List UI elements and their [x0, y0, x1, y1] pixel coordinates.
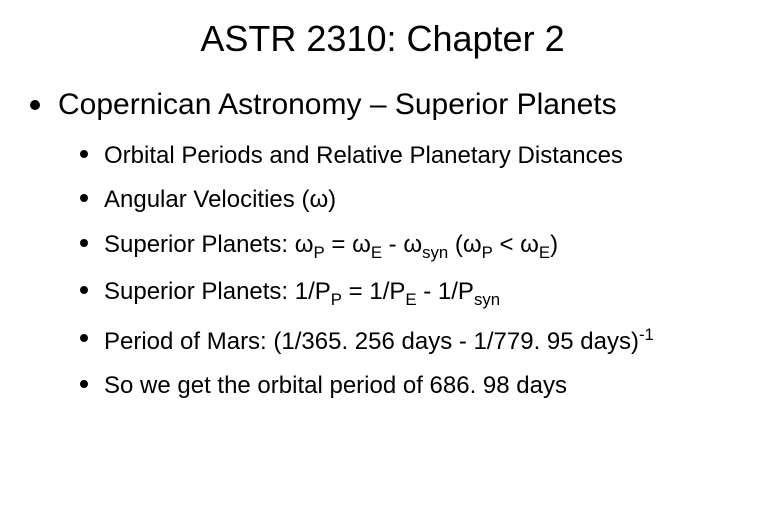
sub-list: Orbital Periods and Relative Planetary D… — [80, 140, 741, 403]
list-item-text: So we get the orbital period of 686. 98 … — [104, 370, 567, 402]
list-item-text: Superior Planets: ωP = ωE - ωsyn (ωP < ω… — [104, 229, 558, 264]
list-item: Orbital Periods and Relative Planetary D… — [80, 140, 741, 172]
list-item-text: Superior Planets: 1/PP = 1/PE - 1/Psyn — [104, 276, 500, 311]
list-item: Superior Planets: 1/PP = 1/PE - 1/Psyn — [80, 276, 741, 311]
bullet-icon — [80, 286, 88, 294]
bullet-icon — [80, 334, 88, 342]
slide-title: ASTR 2310: Chapter 2 — [24, 18, 741, 60]
bullet-icon — [80, 150, 88, 158]
list-item-text: Angular Velocities (ω) — [104, 184, 336, 216]
list-item-text: Orbital Periods and Relative Planetary D… — [104, 140, 623, 172]
heading-row: Copernican Astronomy – Superior Planets — [30, 88, 741, 122]
bullet-icon — [30, 100, 40, 110]
bullet-icon — [80, 194, 88, 202]
list-item: Period of Mars: (1/365. 256 days - 1/779… — [80, 324, 741, 358]
slide: ASTR 2310: Chapter 2 Copernican Astronom… — [0, 0, 765, 510]
list-item: Superior Planets: ωP = ωE - ωsyn (ωP < ω… — [80, 229, 741, 264]
heading-text: Copernican Astronomy – Superior Planets — [58, 88, 617, 122]
list-item: Angular Velocities (ω) — [80, 184, 741, 216]
list-item: So we get the orbital period of 686. 98 … — [80, 370, 741, 402]
bullet-icon — [80, 380, 88, 388]
bullet-icon — [80, 239, 88, 247]
list-item-text: Period of Mars: (1/365. 256 days - 1/779… — [104, 324, 654, 358]
